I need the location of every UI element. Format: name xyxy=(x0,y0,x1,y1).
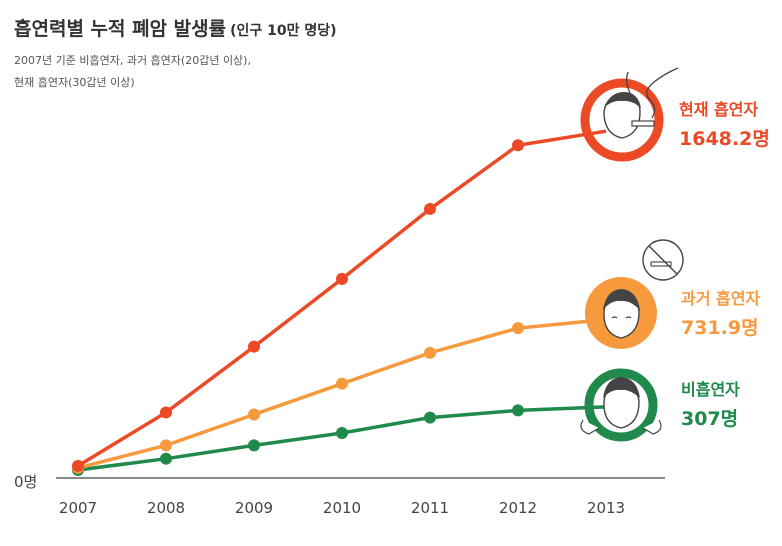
data-point-current-smoker-2007 xyxy=(72,459,84,472)
data-point-never-smoker-2010 xyxy=(336,427,348,439)
x-tick-label-2008: 2008 xyxy=(147,499,185,517)
series-line-former-smoker xyxy=(77,317,607,470)
data-point-never-smoker-2012 xyxy=(512,404,524,417)
never-smoker-illustration xyxy=(580,368,662,442)
data-point-current-smoker-2008 xyxy=(160,406,172,419)
series-line-current-smoker xyxy=(77,129,607,468)
data-point-former-smoker-2009 xyxy=(248,408,260,421)
x-tick-label-2012: 2012 xyxy=(499,499,537,517)
data-point-never-smoker-2011 xyxy=(424,411,436,424)
label-former-smoker-name: 과거 흡연자 xyxy=(681,289,761,308)
label-current-smoker-value: 1648.2명 xyxy=(679,128,770,150)
data-point-current-smoker-2009 xyxy=(248,340,260,353)
y-axis-zero-label: 0명 xyxy=(14,473,38,491)
x-tick-label-2007: 2007 xyxy=(59,499,97,517)
data-point-former-smoker-2010 xyxy=(336,377,348,390)
data-point-former-smoker-2008 xyxy=(160,439,172,452)
label-never-smoker: 비흡연자 307명 xyxy=(681,376,740,431)
x-tick-label-2009: 2009 xyxy=(235,499,273,517)
chart-title-text: 흡연력별 누적 폐암 발생률 xyxy=(14,18,227,40)
chart-subtitle-line1: 2007년 기준 비흡연자, 과거 흡연자(20갑년 이상), xyxy=(14,54,251,67)
label-never-smoker-name: 비흡연자 xyxy=(681,380,740,399)
x-tick-label-2013: 2013 xyxy=(587,499,625,517)
data-point-former-smoker-2012 xyxy=(512,322,524,335)
x-tick-label-2010: 2010 xyxy=(323,499,361,517)
label-current-smoker-name: 현재 흡연자 xyxy=(679,100,759,119)
current-smoker-illustration xyxy=(580,67,679,162)
data-point-never-smoker-2009 xyxy=(248,439,260,452)
chart-title-unit: (인구 10만 명당) xyxy=(230,23,337,39)
chart-title: 흡연력별 누적 폐암 발생률 (인구 10만 명당) xyxy=(14,14,337,41)
data-point-current-smoker-2011 xyxy=(424,202,436,215)
label-former-smoker-value: 731.9명 xyxy=(681,317,759,339)
x-tick-label-2011: 2011 xyxy=(411,499,449,517)
data-point-current-smoker-2012 xyxy=(512,139,524,152)
data-point-current-smoker-2010 xyxy=(336,272,348,285)
chart-subtitle-line2: 현재 흡연자(30갑년 이상) xyxy=(14,76,135,89)
data-point-former-smoker-2011 xyxy=(424,346,436,359)
label-former-smoker: 과거 흡연자 731.9명 xyxy=(681,285,760,340)
former-smoker-illustration xyxy=(585,239,684,349)
data-point-never-smoker-2008 xyxy=(160,452,172,465)
label-current-smoker: 현재 흡연자 1648.2명 xyxy=(679,96,770,151)
label-never-smoker-value: 307명 xyxy=(681,408,739,430)
